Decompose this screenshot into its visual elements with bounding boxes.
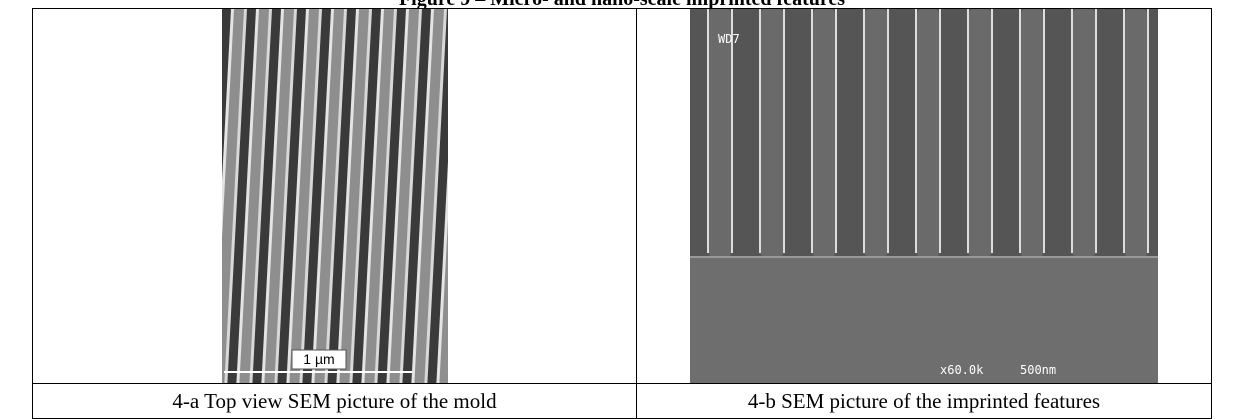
caption: 4-a Top view SEM picture of the mold [32,383,637,419]
scale-label: 500nm [1020,363,1056,377]
sem-top-view: 1 µm [221,9,448,383]
scale-label: 1 µm [303,351,334,367]
figure-title: Figure 9 – Micro- and nano-scale imprint… [0,0,1244,10]
caption: 4-b SEM picture of the imprinted feature… [636,383,1212,419]
sem-cross-section: WD7 x60.0k 500nm [690,9,1158,383]
magnification-label: x60.0k [940,363,984,377]
figure-table: 1 µm WD7 x60.0k 500nm [32,8,1212,419]
image-cell: 1 µm [32,8,637,384]
info-label: WD7 [718,32,740,46]
image-cell: WD7 x60.0k 500nm [636,8,1212,384]
